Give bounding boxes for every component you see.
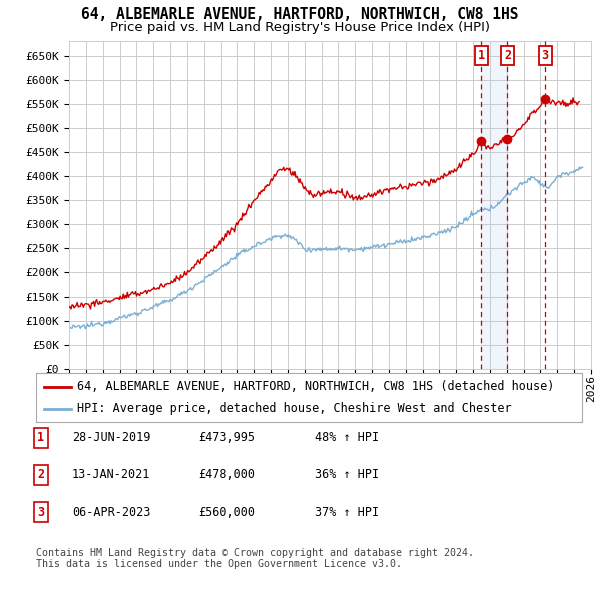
- Text: 64, ALBEMARLE AVENUE, HARTFORD, NORTHWICH, CW8 1HS: 64, ALBEMARLE AVENUE, HARTFORD, NORTHWIC…: [81, 7, 519, 22]
- Text: 3: 3: [37, 506, 44, 519]
- Text: HPI: Average price, detached house, Cheshire West and Chester: HPI: Average price, detached house, Ches…: [77, 402, 512, 415]
- Text: 36% ↑ HPI: 36% ↑ HPI: [315, 468, 379, 481]
- Text: £560,000: £560,000: [198, 506, 255, 519]
- Text: 64, ALBEMARLE AVENUE, HARTFORD, NORTHWICH, CW8 1HS (detached house): 64, ALBEMARLE AVENUE, HARTFORD, NORTHWIC…: [77, 380, 554, 393]
- Text: 2: 2: [504, 49, 511, 63]
- Text: £478,000: £478,000: [198, 468, 255, 481]
- Text: £473,995: £473,995: [198, 431, 255, 444]
- Text: Price paid vs. HM Land Registry's House Price Index (HPI): Price paid vs. HM Land Registry's House …: [110, 21, 490, 34]
- Text: 1: 1: [37, 431, 44, 444]
- Text: Contains HM Land Registry data © Crown copyright and database right 2024.
This d: Contains HM Land Registry data © Crown c…: [36, 548, 474, 569]
- Text: 06-APR-2023: 06-APR-2023: [72, 506, 151, 519]
- Text: 37% ↑ HPI: 37% ↑ HPI: [315, 506, 379, 519]
- Bar: [481, 41, 508, 369]
- Text: 2: 2: [37, 468, 44, 481]
- Text: 48% ↑ HPI: 48% ↑ HPI: [315, 431, 379, 444]
- Text: 3: 3: [541, 49, 548, 63]
- Text: 1: 1: [478, 49, 485, 63]
- Text: 13-JAN-2021: 13-JAN-2021: [72, 468, 151, 481]
- Text: 28-JUN-2019: 28-JUN-2019: [72, 431, 151, 444]
